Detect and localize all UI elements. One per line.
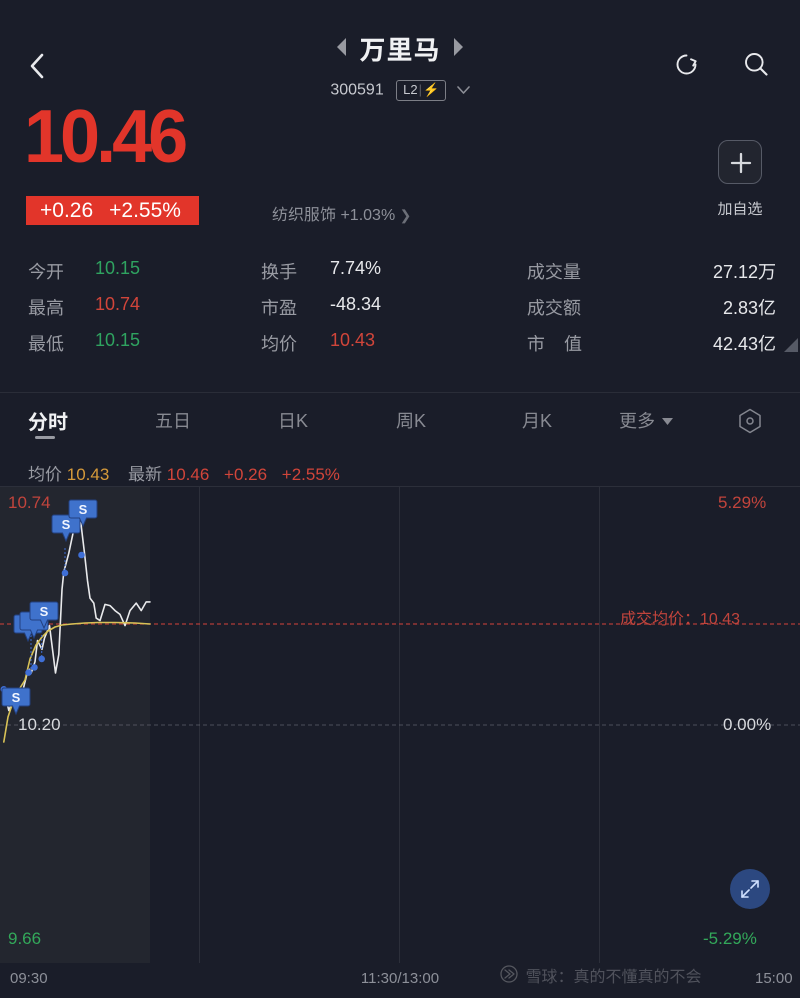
svg-text:S: S <box>12 690 21 705</box>
svg-text:S: S <box>79 502 88 517</box>
svg-text:S: S <box>40 604 49 619</box>
